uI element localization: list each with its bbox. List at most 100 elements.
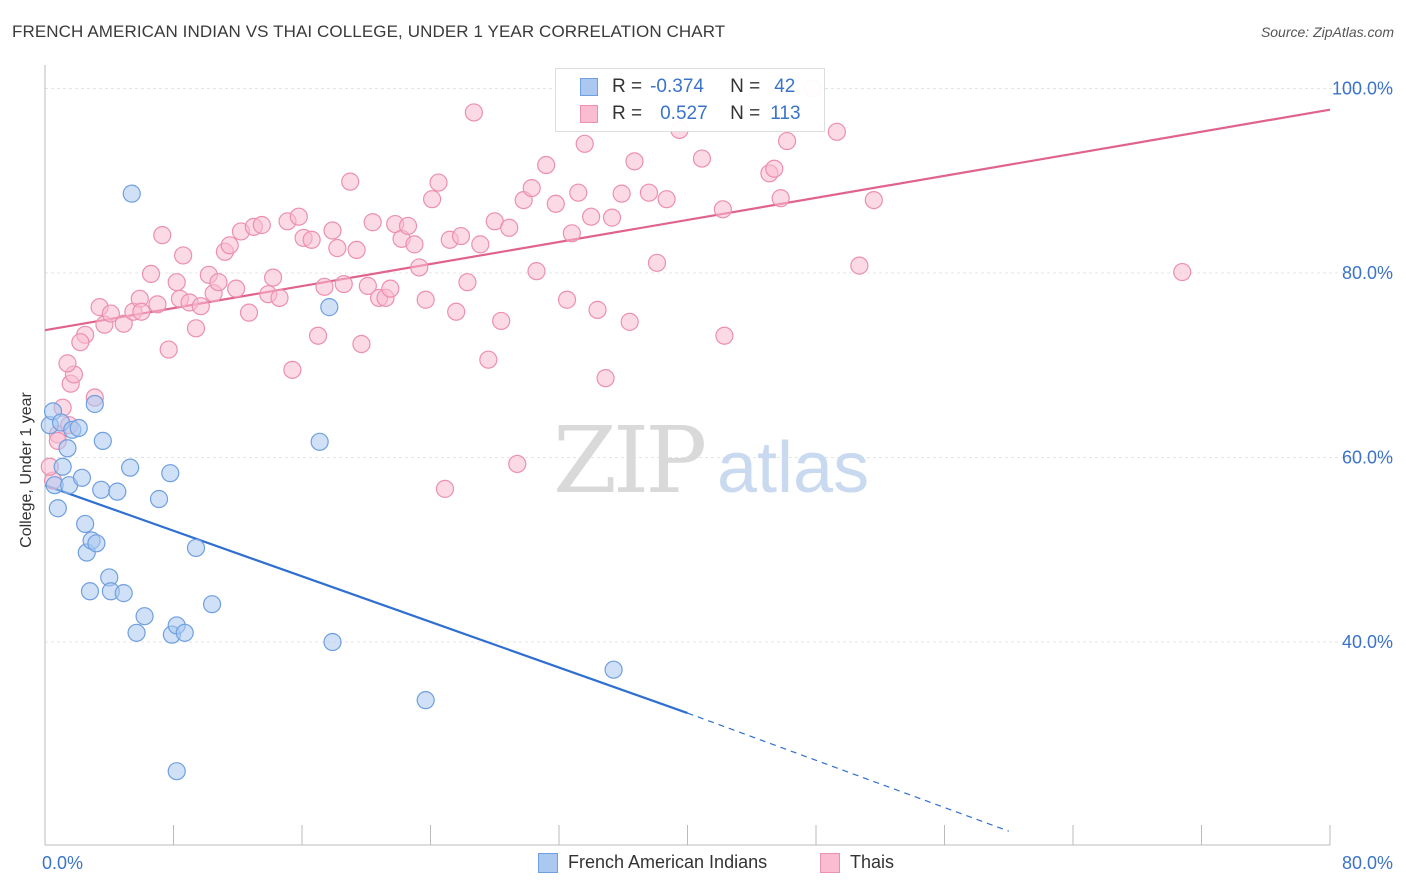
y-tick-label: 100.0% bbox=[1332, 78, 1393, 98]
data-point-french-american-indians bbox=[93, 431, 112, 450]
data-point-thais bbox=[1173, 262, 1192, 282]
data-point-thais bbox=[771, 189, 790, 208]
trend-line bbox=[44, 108, 1331, 332]
data-point-thais bbox=[435, 479, 455, 498]
data-point-thais bbox=[252, 215, 271, 235]
data-point-french-american-indians bbox=[48, 499, 67, 518]
legend-row-french-american-indians: R = -0.374 N = 42 bbox=[580, 75, 795, 99]
data-point-thais bbox=[765, 159, 784, 178]
data-point-thais bbox=[471, 235, 490, 254]
stats-legend: R = -0.374 N = 42 R = 0.527 N = 113 bbox=[555, 68, 825, 132]
data-point-thais bbox=[341, 172, 360, 191]
data-point-french-american-indians bbox=[69, 418, 88, 438]
data-point-french-american-indians bbox=[92, 480, 111, 499]
data-point-thais bbox=[328, 238, 347, 258]
data-point-thais bbox=[289, 207, 308, 226]
watermark: ZIP atlas bbox=[553, 407, 869, 514]
data-point-thais bbox=[713, 200, 732, 219]
data-point-thais bbox=[647, 253, 667, 272]
legend-swatch-blue bbox=[538, 852, 558, 873]
data-point-thais bbox=[639, 183, 659, 202]
data-point-thais bbox=[479, 350, 498, 369]
data-point-french-american-indians bbox=[175, 623, 194, 642]
data-point-thais bbox=[239, 303, 259, 322]
data-point-thais bbox=[347, 240, 366, 260]
data-point-thais bbox=[575, 134, 594, 153]
trend-line bbox=[44, 484, 688, 715]
legend-swatch-pink bbox=[820, 852, 840, 873]
data-point-thais bbox=[508, 454, 527, 474]
data-point-french-american-indians bbox=[161, 464, 180, 483]
data-point-thais bbox=[363, 213, 382, 232]
data-point-french-american-indians bbox=[121, 458, 140, 477]
n-value: 42 bbox=[774, 76, 796, 97]
data-point-thais bbox=[58, 354, 77, 373]
data-point-thais bbox=[174, 246, 193, 265]
y-tick-label: 60.0% bbox=[1342, 448, 1393, 468]
data-point-thais bbox=[625, 152, 644, 171]
data-point-thais bbox=[423, 190, 442, 209]
data-point-thais bbox=[323, 221, 342, 240]
source-label: Source: ZipAtlas.com bbox=[1260, 24, 1394, 40]
data-point-thais bbox=[715, 326, 734, 345]
data-point-thais bbox=[167, 273, 186, 292]
legend-swatch-pink bbox=[580, 105, 598, 123]
data-point-thais bbox=[537, 155, 556, 175]
data-point-thais bbox=[492, 311, 511, 331]
data-point-thais bbox=[308, 326, 328, 345]
data-point-thais bbox=[546, 194, 565, 213]
data-point-french-american-indians bbox=[310, 432, 329, 451]
data-point-thais bbox=[451, 226, 471, 246]
data-point-thais bbox=[302, 230, 321, 249]
data-point-thais bbox=[186, 319, 206, 338]
data-point-french-american-indians bbox=[58, 439, 77, 458]
trend-lines bbox=[44, 108, 1331, 832]
data-point-thais bbox=[315, 277, 334, 296]
legend-row-thais: R = 0.527 N = 113 bbox=[580, 102, 801, 126]
data-point-thais bbox=[569, 183, 588, 202]
trend-line-extension bbox=[687, 712, 1009, 832]
data-point-thais bbox=[500, 218, 519, 237]
x-tick-label: 80.0% bbox=[1342, 853, 1393, 873]
data-point-french-american-indians bbox=[114, 584, 133, 603]
r-label: R = bbox=[612, 76, 643, 97]
bottom-legend-thais: Thais bbox=[820, 852, 894, 873]
data-point-thais bbox=[358, 276, 377, 295]
n-value: 113 bbox=[770, 103, 801, 124]
data-point-thais bbox=[159, 340, 178, 359]
watermark-atlas: atlas bbox=[717, 428, 869, 508]
axes bbox=[44, 65, 1331, 846]
data-points bbox=[40, 79, 1192, 781]
legend-swatch-blue bbox=[580, 78, 598, 96]
data-point-french-american-indians bbox=[167, 762, 186, 781]
legend-label: Thais bbox=[850, 852, 895, 872]
data-point-thais bbox=[141, 264, 161, 283]
data-point-thais bbox=[220, 236, 239, 255]
data-point-french-american-indians bbox=[323, 632, 342, 652]
data-point-french-american-indians bbox=[186, 538, 206, 558]
data-point-thais bbox=[458, 273, 477, 292]
y-axis-label: College, Under 1 year bbox=[18, 392, 35, 548]
data-point-thais bbox=[101, 304, 120, 323]
n-label: N = bbox=[730, 103, 761, 124]
data-point-french-american-indians bbox=[149, 489, 169, 509]
data-point-thais bbox=[777, 131, 797, 151]
data-point-thais bbox=[620, 312, 639, 331]
data-point-french-american-indians bbox=[87, 534, 106, 553]
data-point-french-american-indians bbox=[122, 184, 141, 203]
data-point-thais bbox=[827, 122, 846, 141]
watermark-zip: ZIP bbox=[553, 407, 704, 514]
data-point-french-american-indians bbox=[127, 623, 146, 642]
data-point-thais bbox=[153, 226, 172, 245]
data-point-french-american-indians bbox=[135, 607, 154, 626]
data-point-thais bbox=[209, 273, 228, 292]
data-point-thais bbox=[270, 288, 289, 307]
x-tick-label: 0.0% bbox=[42, 853, 83, 873]
data-point-thais bbox=[416, 290, 435, 309]
data-point-thais bbox=[405, 235, 424, 254]
data-point-thais bbox=[334, 274, 353, 294]
data-point-thais bbox=[132, 302, 151, 321]
y-tick-label: 40.0% bbox=[1342, 632, 1393, 652]
bottom-legend-french-american-indians: French American Indians bbox=[538, 852, 767, 873]
data-point-thais bbox=[148, 295, 167, 314]
